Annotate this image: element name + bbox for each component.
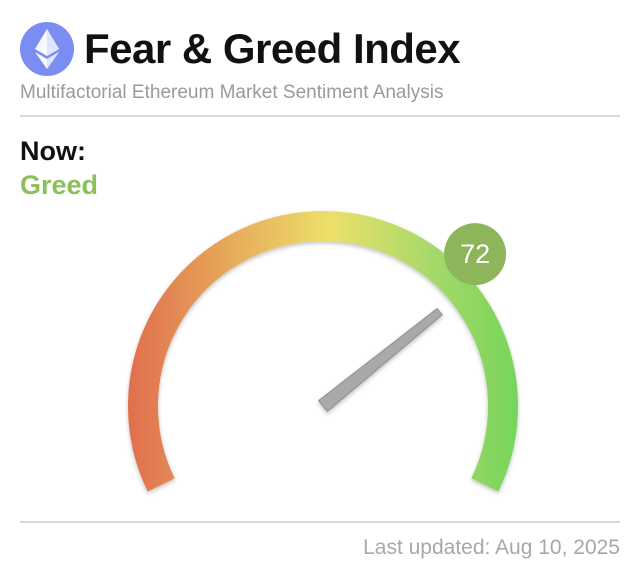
page-title: Fear & Greed Index (84, 25, 461, 72)
header-divider (20, 115, 620, 117)
header: Fear & Greed Index (20, 22, 461, 76)
sentiment-classification: Greed (20, 170, 99, 200)
value-badge (444, 223, 507, 286)
footer-divider (20, 521, 620, 523)
page-subtitle: Multifactorial Ethereum Market Sentiment… (20, 82, 444, 103)
now-label: Now: (20, 136, 86, 166)
sentiment-gauge: 72 (128, 211, 518, 492)
ethereum-icon (20, 22, 74, 76)
value-badge-text: 72 (460, 239, 490, 269)
last-updated: Last updated: Aug 10, 2025 (363, 536, 620, 559)
gauge-arc (128, 211, 518, 492)
gauge-needle (317, 307, 443, 413)
